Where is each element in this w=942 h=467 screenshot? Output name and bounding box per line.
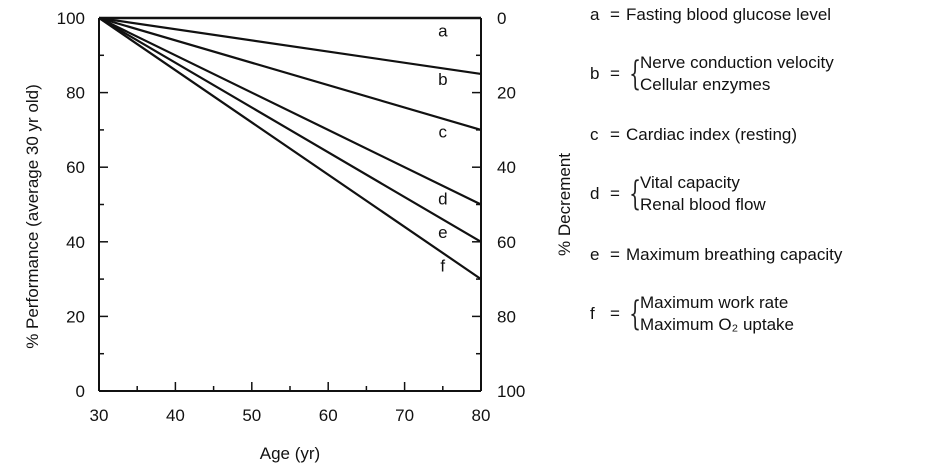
legend-line: Maximum work rate xyxy=(640,293,789,312)
legend-key: c xyxy=(590,125,599,144)
x-tick-label: 80 xyxy=(472,406,491,425)
legend-item-f: f = {Maximum work rate Maximum O₂ uptake xyxy=(590,292,794,336)
equals-sign: = xyxy=(610,125,620,144)
legend-text: Maximum work rate Maximum O₂ uptake xyxy=(640,292,794,336)
y-tick-label: 40 xyxy=(66,233,85,252)
x-tick-label: 30 xyxy=(90,406,109,425)
y2-tick-label: 0 xyxy=(497,9,506,28)
legend-line: Cardiac index (resting) xyxy=(626,125,798,144)
legend-line: Cellular enzymes xyxy=(640,75,771,94)
curve-label-d: d xyxy=(438,190,447,209)
legend-text: Cardiac index (resting) xyxy=(626,124,797,146)
legend-text: Maximum breathing capacity xyxy=(626,244,842,266)
curve-label-b: b xyxy=(438,70,447,89)
legend-key: a xyxy=(590,5,600,24)
legend-text: Fasting blood glucose level xyxy=(626,4,831,26)
y2-tick-label: 40 xyxy=(497,158,516,177)
legend-key: f xyxy=(590,304,595,323)
y-axis-title: % Performance (average 30 yr old) xyxy=(23,84,42,349)
y2-tick-label: 100 xyxy=(497,382,525,401)
legend-text: Nerve conduction velocity Cellular enzyme… xyxy=(640,52,834,96)
legend-line: Renal blood flow xyxy=(640,195,766,214)
legend-item-d: d = {Vital capacity Renal blood flow xyxy=(590,172,766,216)
legend-text: Vital capacity Renal blood flow xyxy=(640,172,766,216)
y2-tick-label: 80 xyxy=(497,307,516,326)
legend-key: b xyxy=(590,64,600,83)
legend-line: Maximum breathing capacity xyxy=(626,245,843,264)
equals-sign: = xyxy=(610,5,620,24)
y-tick-label: 20 xyxy=(66,307,85,326)
legend-line: Fasting blood glucose level xyxy=(626,5,832,24)
brace-icon: { xyxy=(629,294,642,334)
legend-item-b: b = {Nerve conduction velocity Cellular enz… xyxy=(590,52,834,96)
x-tick-label: 40 xyxy=(166,406,185,425)
legend-line: Maximum O₂ uptake xyxy=(640,315,794,334)
y2-tick-label: 20 xyxy=(497,84,516,103)
curve-label-a: a xyxy=(438,22,448,41)
series-line-1 xyxy=(98,16,482,76)
brace-icon: { xyxy=(629,54,642,94)
legend-key: d xyxy=(590,184,600,203)
brace-icon: { xyxy=(629,174,642,214)
y2-tick-label: 60 xyxy=(497,233,516,252)
x-tick-label: 60 xyxy=(319,406,338,425)
series-line-3 xyxy=(98,17,482,206)
y-tick-label: 80 xyxy=(66,84,85,103)
series-line-5 xyxy=(98,17,482,281)
equals-sign: = xyxy=(610,304,620,323)
series-line-2 xyxy=(98,16,482,131)
equals-sign: = xyxy=(610,64,620,83)
legend-item-c: c = Cardiac index (resting) xyxy=(590,124,797,146)
x-axis-title: Age (yr) xyxy=(260,444,320,463)
legend-item-e: e = Maximum breathing capacity xyxy=(590,244,842,266)
curve-label-f: f xyxy=(440,257,445,276)
curve-label-e: e xyxy=(438,223,447,242)
curve-label-c: c xyxy=(439,122,448,141)
series-line-4 xyxy=(98,17,482,243)
equals-sign: = xyxy=(610,245,620,264)
legend-item-a: a = Fasting blood glucose level xyxy=(590,4,831,26)
y-tick-label: 100 xyxy=(57,9,85,28)
legend-line: Nerve conduction velocity xyxy=(640,53,834,72)
legend: a = Fasting blood glucose level b ={Nerve co… xyxy=(590,0,940,467)
legend-key: e xyxy=(590,245,600,264)
x-tick-label: 70 xyxy=(395,406,414,425)
x-tick-label: 50 xyxy=(242,406,261,425)
y-tick-label: 0 xyxy=(76,382,85,401)
legend-line: Vital capacity xyxy=(640,173,740,192)
equals-sign: = xyxy=(610,184,620,203)
y2-axis-title: % Decrement xyxy=(555,153,574,256)
chart: 30 40 50 60 70 80 0 20 40 60 80 100 100 80 60 40 20 0 Age … xyxy=(23,9,574,463)
y-tick-label: 60 xyxy=(66,158,85,177)
